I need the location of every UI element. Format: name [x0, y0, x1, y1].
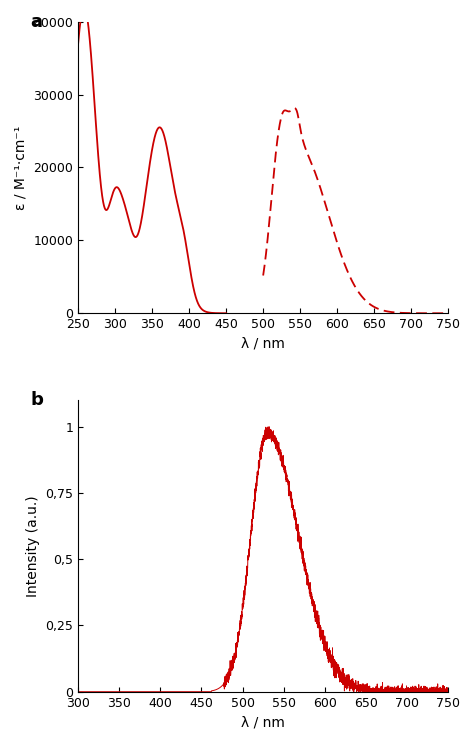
Y-axis label: Intensity (a.u.): Intensity (a.u.) [26, 495, 40, 597]
Text: b: b [30, 392, 43, 409]
X-axis label: λ / nm: λ / nm [241, 715, 285, 729]
Text: a: a [30, 13, 42, 31]
Y-axis label: ε / M⁻¹·cm⁻¹: ε / M⁻¹·cm⁻¹ [14, 126, 28, 210]
X-axis label: λ / nm: λ / nm [241, 337, 285, 351]
